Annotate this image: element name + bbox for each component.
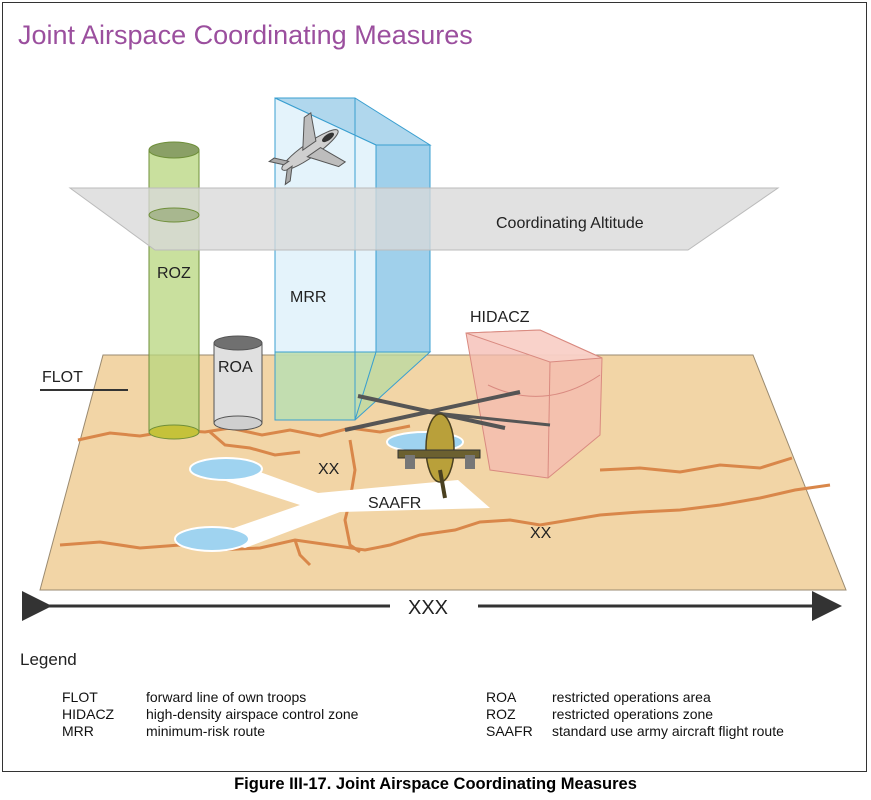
flot-label: FLOT <box>42 369 83 386</box>
water-pool-2 <box>174 526 250 552</box>
hidacz-volume <box>465 329 603 479</box>
saafr-route <box>198 462 490 548</box>
legend-desc: minimum-risk route <box>146 723 266 739</box>
roa-cylinder <box>213 335 263 431</box>
mrr-volume <box>274 97 432 421</box>
roa-label: ROA <box>218 359 253 376</box>
legend-desc: restricted operations area <box>552 689 711 705</box>
legend-abbr: ROA <box>486 689 517 705</box>
figure-title: Joint Airspace Coordinating Measures <box>18 20 473 50</box>
xx-lower-label: XX <box>530 525 552 542</box>
roz-plane-ring <box>148 207 200 223</box>
helicopter-icon <box>344 390 551 499</box>
figure-caption: Figure III-17. Joint Airspace Coordinati… <box>234 775 637 793</box>
coordinating-altitude-label: Coordinating Altitude <box>496 215 644 232</box>
legend-abbr: SAAFR <box>486 723 533 739</box>
legend-title: Legend <box>20 650 77 669</box>
legend-desc: restricted operations zone <box>552 706 714 722</box>
hidacz-label: HIDACZ <box>470 309 530 326</box>
jet-aircraft-icon <box>267 111 347 186</box>
legend-desc: standard use army aircraft flight route <box>552 723 784 739</box>
roz-label: ROZ <box>157 265 191 282</box>
xxx-label: XXX <box>408 597 448 619</box>
legend-abbr: ROZ <box>486 706 516 722</box>
legend-right: ROA restricted operations area ROZ restr… <box>486 689 856 743</box>
legend-abbr: HIDACZ <box>62 706 115 722</box>
roz-cylinder <box>148 141 200 440</box>
legend-left: FLOT forward line of own troops HIDACZ h… <box>62 689 422 743</box>
coordinating-altitude-plane <box>68 187 780 251</box>
legend-abbr: FLOT <box>62 689 98 705</box>
water-pool-1 <box>189 457 263 481</box>
mrr-label: MRR <box>290 289 326 306</box>
saafr-label: SAAFR <box>368 495 421 512</box>
legend-abbr: MRR <box>62 723 94 739</box>
legend-desc: forward line of own troops <box>146 689 307 705</box>
xx-upper-label: XX <box>318 461 340 478</box>
legend-desc: high-density airspace control zone <box>146 706 359 722</box>
